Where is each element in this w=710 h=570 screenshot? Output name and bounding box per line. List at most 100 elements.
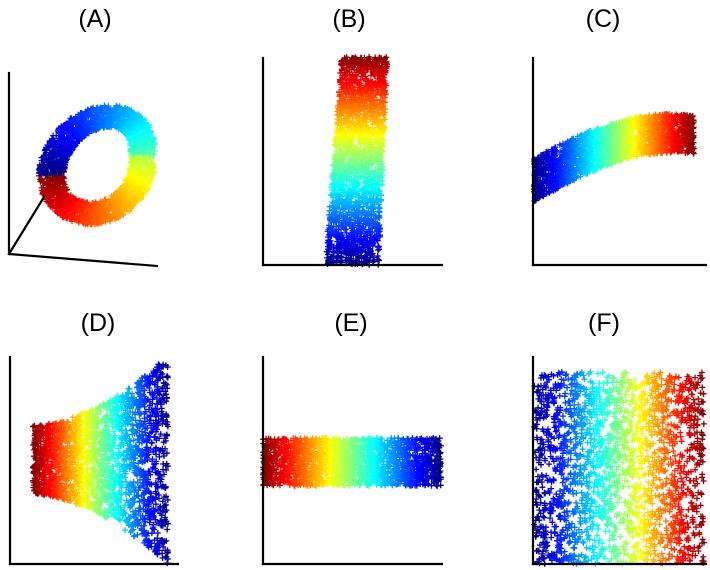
scatter-marker-group [368,69,379,75]
scatter-marker-group [546,189,553,196]
scatter-marker-group [647,116,654,139]
scatter-marker-group [362,150,369,156]
scatter-marker-group [348,195,377,202]
scatter-marker-group [94,213,101,227]
scatter-marker-group [659,142,666,149]
scatter-marker-group [151,135,157,142]
scatter-marker-group [93,202,101,219]
scatter-marker-group [353,207,360,214]
scatter-marker-group [338,60,365,67]
scatter-marker-group [606,123,613,130]
scatter-marker-group [340,110,362,117]
scatter-marker-group [700,390,707,397]
panel-label-b: (B) [332,5,365,33]
scatter-marker-group [587,134,594,143]
scatter-marker-group [106,415,113,474]
scatter-marker-group [352,54,390,61]
scatter-marker-group [347,203,353,209]
scatter-marker-group [138,116,145,123]
scatter-marker-group [359,97,370,104]
scatter-marker-group [47,478,54,485]
scatter-marker-group [340,99,389,106]
scatter-marker-group [363,154,374,161]
scatter-marker-group [566,157,573,185]
scatter-marker-group [595,526,602,532]
scatter-marker-group [85,113,92,119]
scatter-marker-group [604,144,611,157]
axis-y [7,195,46,256]
scatter-marker-group [618,131,625,138]
scatter-marker-group [163,391,170,500]
scatter-marker-group [561,150,568,176]
scatter-marker-group [670,141,677,148]
scatter-marker-group [570,136,577,150]
scatter-marker-group [153,437,160,552]
scatter-marker-group [337,99,362,106]
scatter-marker-group [73,447,80,454]
scatter-marker-group [44,193,55,201]
scatter-marker-group [79,439,86,502]
scatter-marker-group [684,127,691,154]
scatter-marker-group [146,488,153,515]
scatter-marker-group [53,192,74,209]
scatter-marker-group [543,190,550,197]
scatter-marker-group [330,207,358,213]
scatter-marker-group [603,150,610,168]
scatter-marker-group [342,163,362,170]
scatter-marker-group [676,118,683,125]
scatter-marker-group [87,431,94,489]
scatter-marker-group [139,431,146,438]
scatter-marker-group [126,131,140,142]
scatter-marker-group [156,539,163,546]
scatter-marker-group [562,155,569,165]
scatter-marker-group [364,129,379,136]
scatter-marker-group [153,428,160,451]
scatter-marker-group [120,116,127,123]
scatter-marker-group [127,179,140,191]
scatter-marker-group [333,184,358,191]
scatter-marker-group [58,195,65,202]
scatter-marker-group [45,458,52,468]
panel-b: (B) [261,5,444,268]
scatter-marker-group [123,418,130,496]
scatter-marker-group [360,179,367,186]
scatter-marker-group [112,201,124,219]
scatter-marker-group [131,177,144,188]
scatter-marker-group [326,211,339,218]
scatter-marker-group [132,154,150,162]
scatter-marker-group [352,102,374,109]
scatter-marker-group [163,381,170,467]
scatter-marker-group [145,148,152,155]
scatter-marker-group [605,129,612,136]
scatter-marker-group [369,205,383,212]
scatter-marker-group [666,121,673,128]
scatter-marker-group [100,124,107,131]
scatter-marker-group [659,111,666,135]
scatter-marker-group [364,156,382,163]
scatter-marker-group [585,141,592,148]
scatter-marker-group [117,435,124,503]
scatter-marker-group [82,440,89,456]
scatter-marker-group [49,194,70,210]
scatter-marker-group [375,204,382,211]
scatter-marker-group [50,446,57,499]
scatter-marker-group [353,115,360,122]
scatter-marker-group [686,117,693,130]
scatter-marker-group [129,409,136,504]
scatter-marker-group [343,54,373,61]
scatter-marker-group [658,114,665,137]
scatter-marker-group [536,172,543,200]
scatter-marker-group [139,151,154,158]
scatter-marker-group [42,461,49,474]
scatter-marker-group [118,398,125,421]
scatter-marker-group [110,195,123,215]
scatter-marker-group [84,206,91,213]
scatter-marker-group [141,429,148,496]
scatter-marker-group [338,250,356,257]
scatter-marker-group [336,89,352,96]
scatter-marker-group [348,240,355,247]
scatter-marker-group [68,484,75,491]
scatter-marker-group [338,133,367,140]
scatter-marker-group [136,119,149,130]
scatter-marker-group [598,146,605,171]
